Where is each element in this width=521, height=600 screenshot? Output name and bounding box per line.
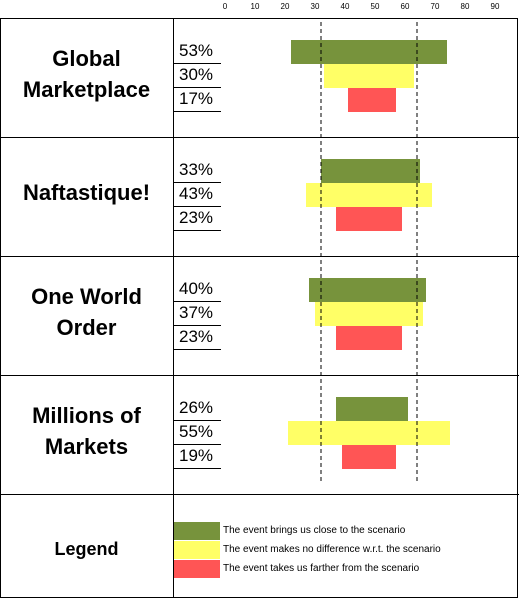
table-frame (0, 18, 518, 598)
scenario-name: One World (31, 283, 142, 309)
legend-label: The event makes no difference w.r.t. the… (223, 544, 441, 555)
x-tick-label: 50 (371, 2, 380, 11)
scenario-name: Markets (44, 433, 129, 459)
bar-no_difference (306, 183, 432, 207)
legend-swatch-closer (174, 522, 220, 540)
percent-label: 55% (178, 422, 214, 441)
bar-closer (336, 397, 408, 421)
bar-farther (348, 88, 396, 112)
scenario-name: Marketplace (22, 76, 151, 102)
percent-label: 23% (178, 208, 214, 227)
bar-no_difference (288, 421, 450, 445)
percent-underline (173, 301, 221, 302)
x-tick-label: 10 (251, 2, 260, 11)
bar-no_difference (315, 302, 423, 326)
percent-underline (173, 182, 221, 183)
legend-title: Legend (54, 539, 119, 559)
percent-label: 17% (178, 89, 214, 108)
bar-closer (309, 278, 426, 302)
percent-label: 40% (178, 279, 214, 298)
scenario-name: Order (56, 314, 117, 340)
legend-swatch-farther (174, 560, 220, 578)
percent-underline (173, 468, 221, 469)
row-divider (0, 137, 519, 138)
x-tick-label: 80 (461, 2, 470, 11)
percent-underline (173, 349, 221, 350)
x-tick-label: 60 (401, 2, 410, 11)
percent-label: 30% (178, 65, 214, 84)
bar-farther (336, 207, 402, 231)
legend-label: The event brings us close to the scenari… (223, 525, 406, 536)
percent-label: 23% (178, 327, 214, 346)
x-tick-label: 30 (311, 2, 320, 11)
percent-label: 19% (178, 446, 214, 465)
percent-label: 43% (178, 184, 214, 203)
percent-underline (173, 444, 221, 445)
percent-label: 26% (178, 398, 214, 417)
percent-underline (173, 87, 221, 88)
bar-no_difference (324, 64, 414, 88)
percent-underline (173, 111, 221, 112)
row-divider (0, 375, 519, 376)
bar-farther (336, 326, 402, 350)
percent-underline (173, 230, 221, 231)
row-divider (0, 256, 519, 257)
x-tick-label: 90 (491, 2, 500, 11)
percent-label: 33% (178, 160, 214, 179)
x-tick-label: 20 (281, 2, 290, 11)
scenario-name: Global (52, 45, 121, 71)
percent-underline (173, 63, 221, 64)
column-divider (173, 18, 174, 598)
legend-label: The event takes us farther from the scen… (223, 563, 420, 574)
percent-underline (173, 420, 221, 421)
percent-label: 53% (178, 41, 214, 60)
scenario-name: Millions of (32, 402, 141, 428)
scenario-name: Naftastique! (22, 180, 151, 205)
legend-swatch-no_difference (174, 541, 220, 559)
bar-closer (321, 159, 420, 183)
bar-farther (342, 445, 396, 469)
percent-underline (173, 206, 221, 207)
row-divider (0, 494, 519, 495)
percent-label: 37% (178, 303, 214, 322)
x-tick-label: 0 (223, 2, 228, 11)
x-tick-label: 40 (341, 2, 350, 11)
x-tick-label: 70 (431, 2, 440, 11)
bar-closer (291, 40, 447, 64)
percent-underline (173, 325, 221, 326)
